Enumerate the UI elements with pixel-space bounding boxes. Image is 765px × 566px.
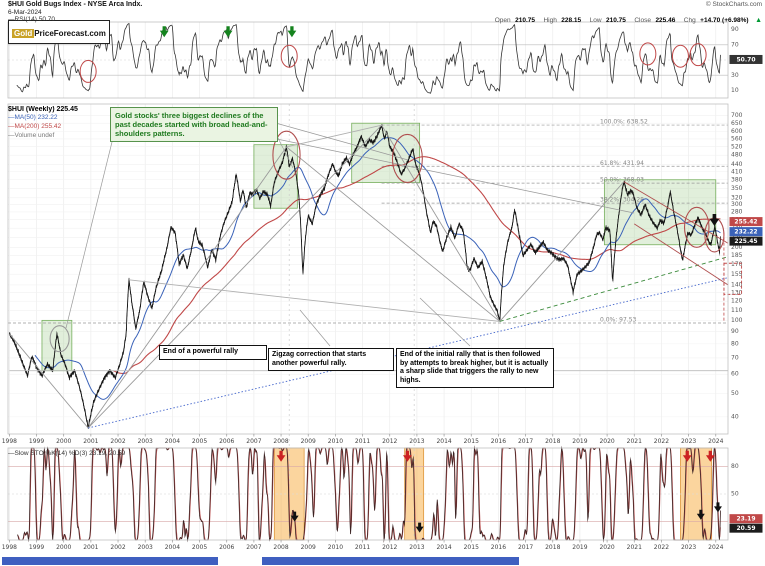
chart-title: $HUI Gold Bugs Index - NYSE Arca Indx. bbox=[8, 1, 143, 8]
stockcharts-copyright: © StockCharts.com bbox=[705, 1, 762, 8]
ohlc-readout: Open 210.75 High 228.15 Low 210.75 Close… bbox=[491, 9, 762, 27]
ma50-legend: —MA(50) 232.22 bbox=[8, 114, 58, 121]
goldpriceforecast-logo: Gold PriceForecast.com bbox=[8, 20, 110, 44]
close-value: 225.46 bbox=[655, 17, 676, 24]
main-legend: $HUI (Weekly) 225.45 —MA(50) 232.22 —MA(… bbox=[8, 106, 78, 140]
rsi-legend: —RSI(14) 50.70 bbox=[8, 16, 55, 23]
annotation-initial-rally: End of the initial rally that is then fo… bbox=[396, 348, 554, 388]
up-arrow-icon: ▲ bbox=[755, 17, 762, 24]
logo-gold-segment: Gold bbox=[12, 29, 35, 38]
volume-legend: —Volume undef bbox=[8, 132, 55, 139]
chart-date: 6-Mar-2024 bbox=[8, 9, 42, 16]
logo-rest-segment: PriceForecast.com bbox=[34, 29, 106, 38]
open-label: Open bbox=[494, 17, 511, 24]
low-label: Low bbox=[589, 17, 602, 24]
stochastic-legend: —Slow STO %K(14) %D(3) 23.19, 20.59 bbox=[8, 450, 126, 457]
ma200-legend: —MA(200) 255.42 bbox=[8, 123, 62, 130]
low-value: 210.75 bbox=[606, 17, 626, 24]
chg-value: +14.70 (+6.98%) bbox=[700, 17, 749, 24]
open-value: 210.75 bbox=[515, 17, 535, 24]
page-bottom-partial-bar bbox=[2, 557, 218, 565]
chg-label: Chg bbox=[683, 17, 696, 24]
close-label: Close bbox=[634, 17, 651, 24]
page-bottom-partial-bar bbox=[262, 557, 519, 565]
high-value: 228.15 bbox=[561, 17, 582, 24]
symbol-legend: $HUI (Weekly) 225.45 bbox=[8, 106, 78, 113]
annotation-head-shoulders-note: Gold stocks' three biggest declines of t… bbox=[110, 107, 278, 142]
annotation-zigzag: Zigzag correction that starts another po… bbox=[268, 348, 394, 371]
high-label: High bbox=[543, 17, 557, 24]
annotation-rally-end: End of a powerful rally bbox=[159, 345, 267, 360]
